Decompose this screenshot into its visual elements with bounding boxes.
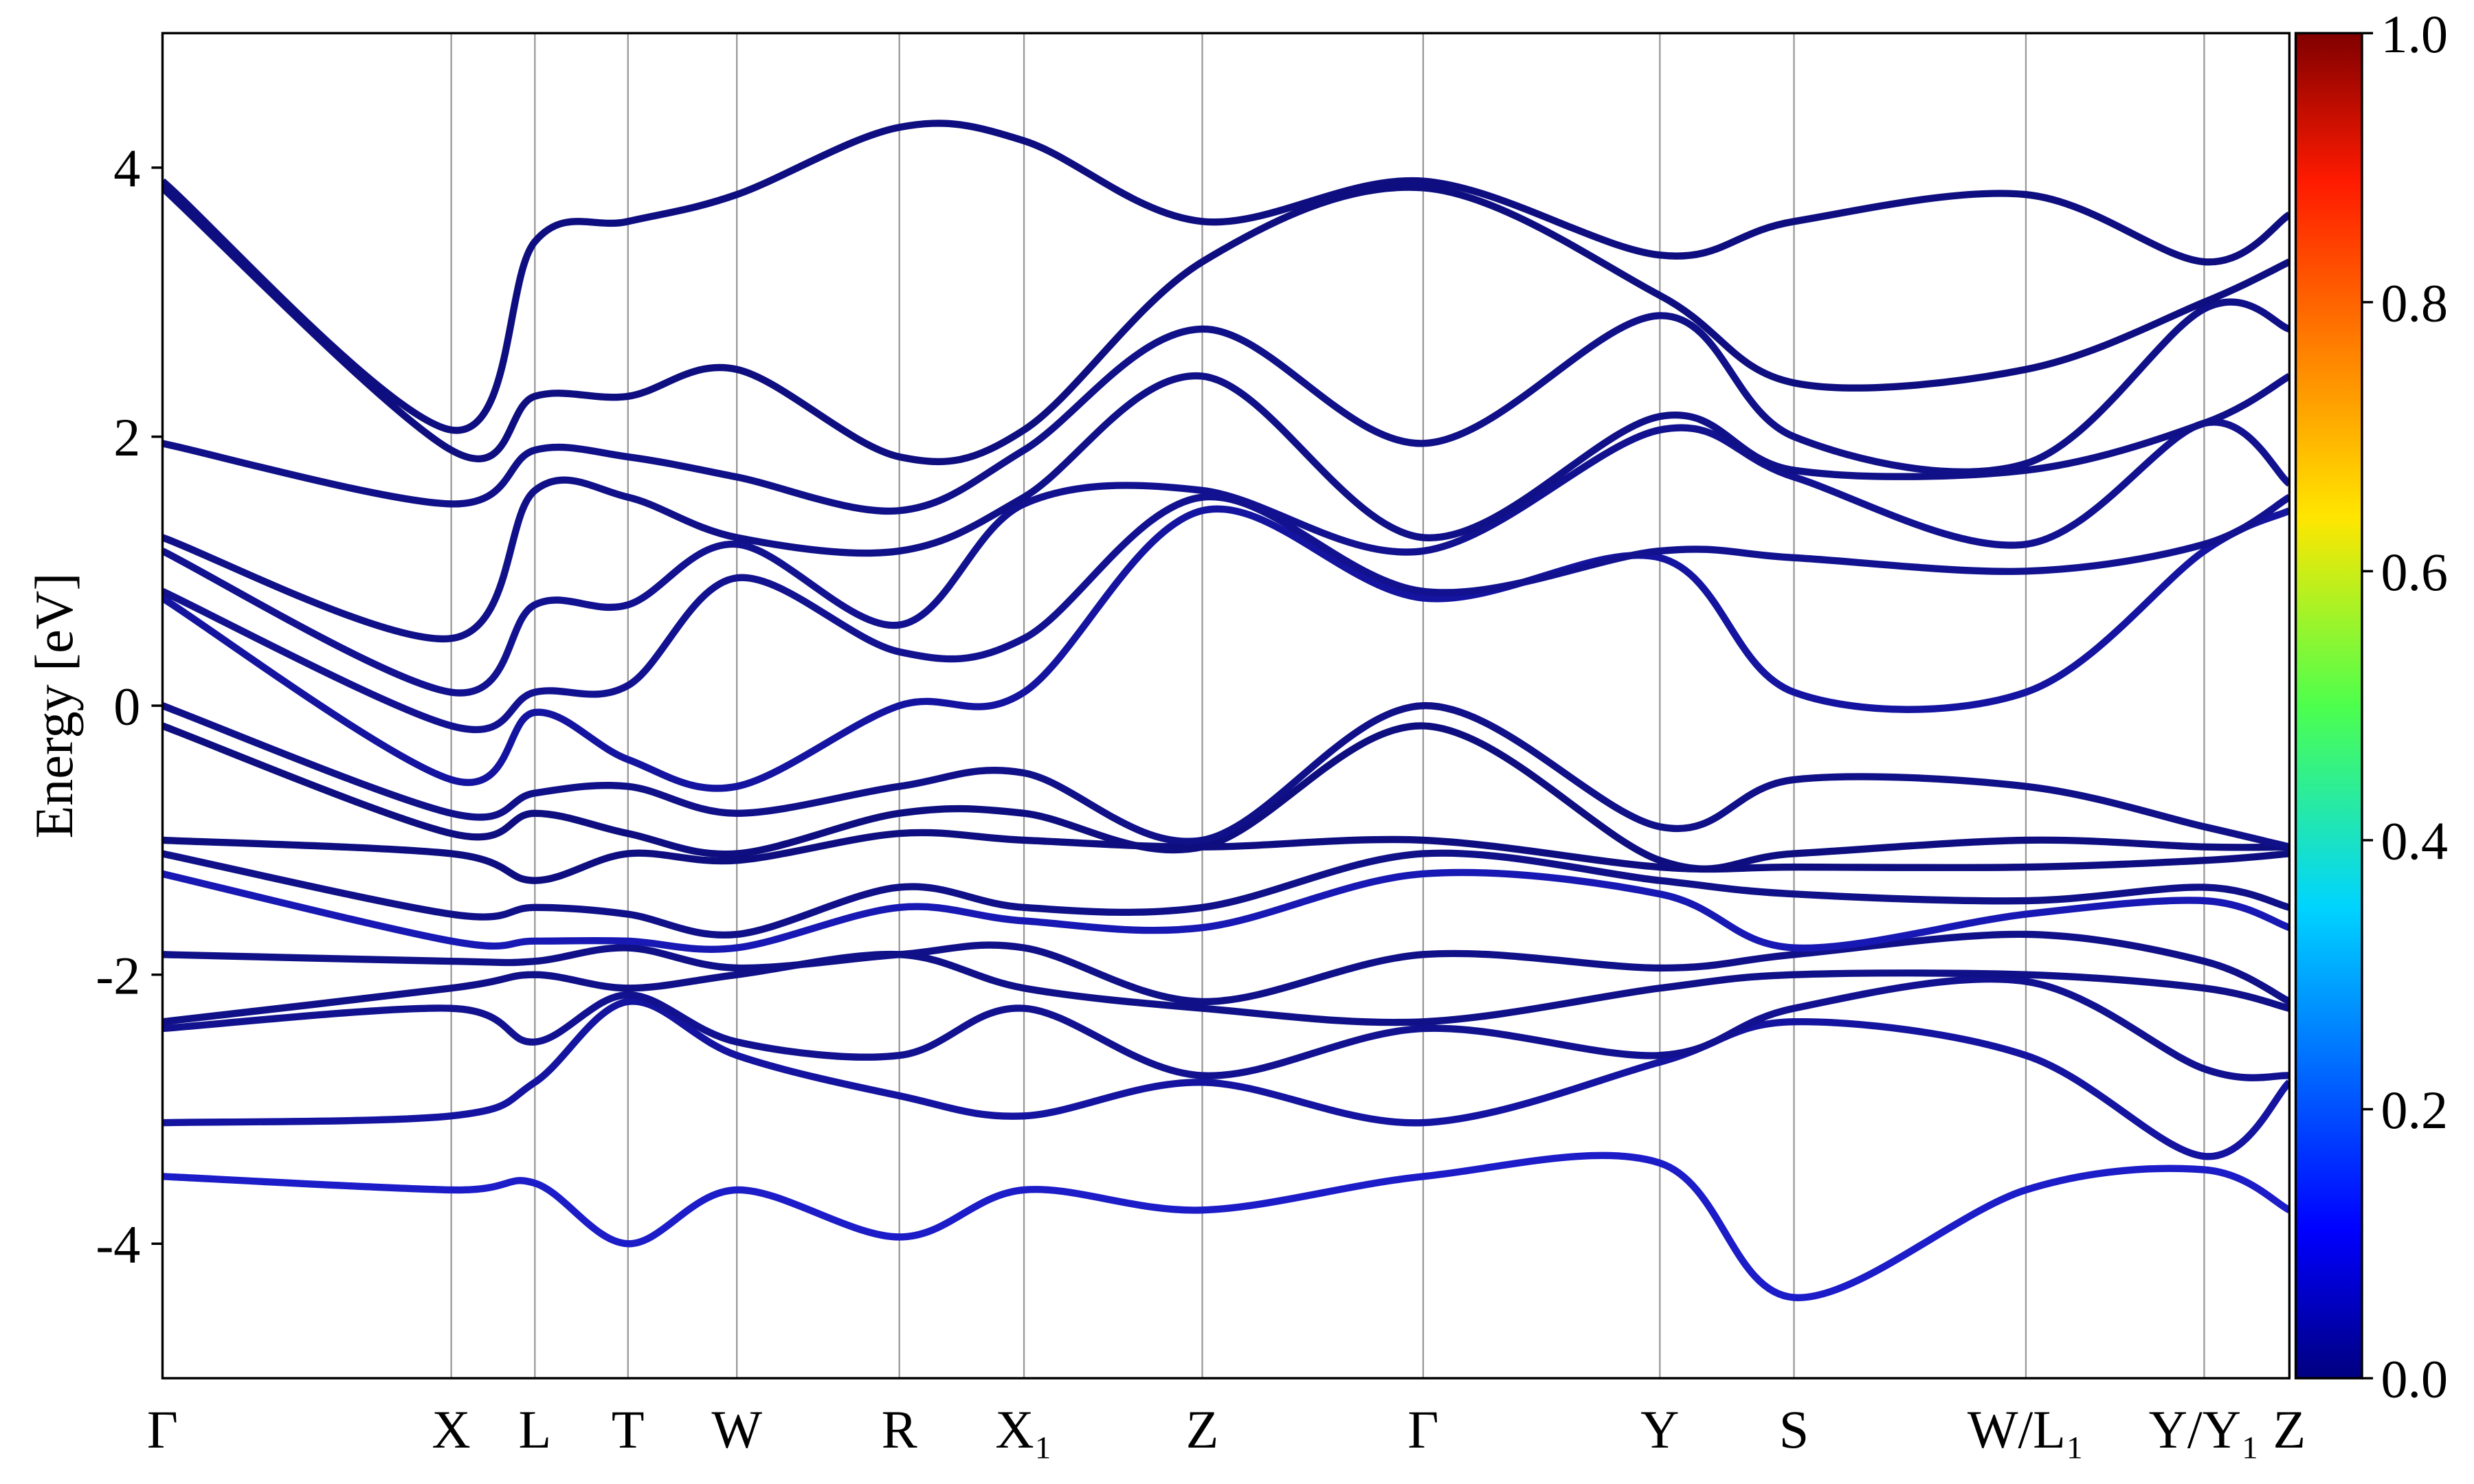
band xyxy=(162,849,2290,939)
band xyxy=(162,505,2290,792)
colorbar-tick-label: 0.4 xyxy=(2381,811,2449,870)
band xyxy=(162,950,2290,1026)
band xyxy=(162,298,2290,515)
band xyxy=(162,701,2290,851)
colorbar xyxy=(2294,32,2363,1380)
colorbar-tick-label: 1.0 xyxy=(2381,4,2449,64)
x-tick-label: Z xyxy=(1186,1399,1219,1459)
band xyxy=(162,930,2290,1006)
band xyxy=(162,998,2290,1160)
x-tick-label: R xyxy=(882,1399,917,1459)
band xyxy=(162,722,2290,873)
colorbar-tick-label: 0.0 xyxy=(2381,1349,2449,1409)
band xyxy=(162,493,2290,734)
x-tick-label: Γ xyxy=(147,1399,178,1459)
band xyxy=(162,868,2290,953)
y-axis-label: Energy [eV] xyxy=(24,573,84,839)
y-tick-label: 4 xyxy=(113,139,140,199)
x-tick-label: X₁ xyxy=(995,1399,1053,1459)
colorbar-tick-label: 0.8 xyxy=(2381,273,2449,333)
band xyxy=(162,372,2290,643)
x-tick-label: S xyxy=(1779,1399,1809,1459)
plot-frame xyxy=(161,32,2291,1380)
x-tick-label: Γ xyxy=(1407,1399,1438,1459)
band xyxy=(162,418,2290,697)
band xyxy=(162,183,2290,466)
y-tick-label: -4 xyxy=(96,1215,140,1274)
y-tick-label: 0 xyxy=(113,677,140,737)
band xyxy=(162,120,2290,434)
x-tick-label: Y/Y₁ xyxy=(2149,1399,2260,1459)
band xyxy=(162,1151,2290,1301)
x-tick-label: W xyxy=(711,1399,762,1459)
x-tick-label: L xyxy=(518,1399,551,1459)
colorbar-tick-label: 0.2 xyxy=(2381,1080,2449,1140)
x-tick-label: T xyxy=(612,1399,645,1459)
colorbar-tick-label: 0.6 xyxy=(2381,542,2449,602)
y-tick-label: -2 xyxy=(96,945,140,1005)
x-tick-label: Y xyxy=(1640,1399,1679,1459)
x-tick-label: X xyxy=(432,1399,470,1459)
band xyxy=(162,975,2290,1081)
x-tick-label: W/L₁ xyxy=(1968,1399,2084,1459)
y-tick-label: 2 xyxy=(113,407,140,467)
x-tick-label: Z xyxy=(2273,1399,2306,1459)
